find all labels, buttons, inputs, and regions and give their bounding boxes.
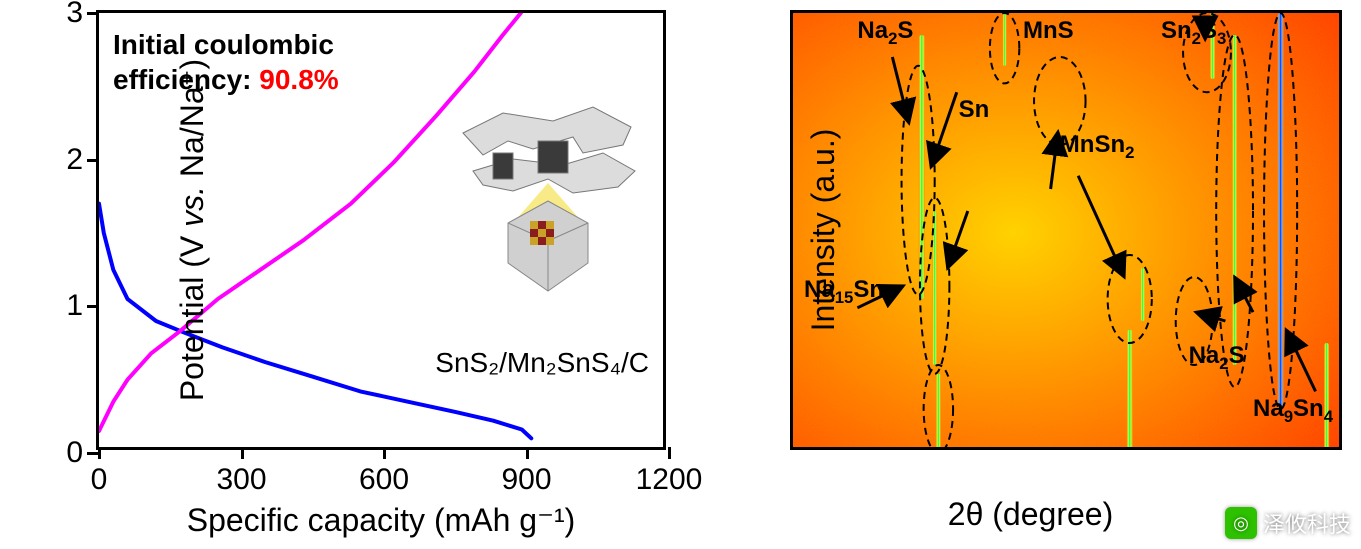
y-tick-label: 2 [49,143,83,177]
x-tick-label: 300 [216,463,266,497]
phase-label: MnS [1023,17,1074,45]
left-plot-area: Initial coulombic efficiency: 90.8% [96,10,666,450]
xrd-peak [1232,35,1237,365]
x-tick-label: 1200 [636,463,703,497]
inset-3d-svg [453,93,643,313]
phase-label: MnSn2 [1060,131,1135,163]
xrd-peak [1140,268,1145,321]
phase-label: Sn2S3 [1161,17,1226,49]
heatmap-canvas [793,13,1342,450]
charge-discharge-panel: Initial coulombic efficiency: 90.8% [0,0,700,549]
xrd-peak [1127,330,1133,450]
xrd-heatmap-panel: Na2SMnSSn2S3SnMnSn2Na15Sn4Na2SNa9Sn4 152… [700,0,1361,549]
ylabel-pre: Potential (V [174,227,210,401]
x-tick-label: 0 [91,463,108,497]
watermark-text: 泽攸科技 [1263,507,1351,539]
x-tick-label: 600 [359,463,409,497]
x-axis-label-left: Specific capacity (mAh g⁻¹) [187,501,576,539]
inset-3d-schematic [453,93,643,313]
right-plot-area: Na2SMnSSn2S3SnMnSn2Na15Sn4Na2SNa9Sn4 152… [790,10,1342,450]
y-tick-label: 0 [49,436,83,470]
phase-label: Na2S [1189,342,1245,374]
watermark: ◎ 泽攸科技 [1225,507,1351,539]
sample-composition-label: SnS₂/Mn₂SnS₄/C [435,347,649,379]
xrd-peak [936,374,941,450]
y-axis-label-right: Intensity (a.u.) [805,129,842,332]
x-axis-label-right: 2θ (degree) [948,496,1113,533]
y-tick-label: 1 [49,289,83,323]
phase-label: Na2S [857,17,913,49]
ylabel-vs: vs. [174,186,210,227]
wechat-icon: ◎ [1225,507,1257,539]
ylabel-post: Na/Na⁺) [174,59,210,186]
phase-label: Sn [959,96,990,124]
coulombic-efficiency-annotation: Initial coulombic efficiency: 90.8% [113,27,339,97]
y-tick-label: 3 [49,0,83,30]
wm-glyph: ◎ [1233,513,1249,534]
annot-line1: Initial coulombic [113,29,334,60]
annot-value: 90.8% [259,64,338,95]
xrd-peak [1003,13,1007,66]
y-axis-label-left: Potential (V vs. Na/Na⁺) [173,59,211,401]
x-tick-label: 900 [501,463,551,497]
xrd-peak [1278,13,1284,409]
phase-label: Na9Sn4 [1253,395,1333,427]
